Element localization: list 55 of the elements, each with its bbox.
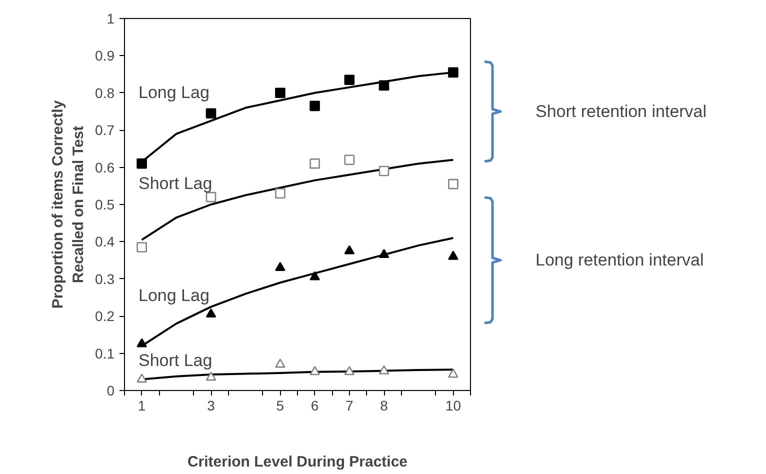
- point: [448, 178, 458, 190]
- x-tick-label: 8: [380, 398, 388, 414]
- point: [344, 245, 355, 254]
- y-tick-label: 0.4: [95, 234, 115, 250]
- point: [448, 250, 458, 260]
- y-axis-title: Proportion of items Correctly Recalled on Final Test: [50, 100, 88, 309]
- y-tick-label: 0.1: [95, 345, 115, 362]
- point: [310, 100, 320, 112]
- y-tick-label: 0: [106, 382, 115, 398]
- y-tick-label: 0.8: [95, 84, 115, 101]
- y-tick-label: 0.3: [95, 270, 115, 287]
- x-tick-label: 10: [445, 398, 462, 414]
- point: [310, 366, 320, 376]
- point: [344, 154, 355, 166]
- x-tick-label: 1: [138, 398, 146, 414]
- y-tick-label: 0.7: [95, 122, 115, 138]
- point: [136, 373, 147, 383]
- line-series: [140, 158, 454, 241]
- point: [206, 108, 216, 119]
- point: [206, 372, 216, 381]
- point: [378, 248, 390, 258]
- point: [275, 88, 286, 98]
- point: [344, 366, 355, 376]
- point: [206, 192, 216, 202]
- y-tick-label: 1: [106, 10, 115, 26]
- point: [448, 368, 458, 378]
- annotation: Long Lag: [138, 83, 210, 102]
- x-axis-title: Criterion Level During Practice: [187, 454, 408, 470]
- x-tick-label: 3: [207, 398, 216, 414]
- annotation: Short Lag: [138, 174, 212, 193]
- x-tick-label: 5: [276, 398, 284, 414]
- point: [310, 158, 320, 169]
- annotation: Long Lag: [138, 286, 210, 305]
- point: [378, 166, 390, 176]
- point: [275, 358, 286, 368]
- x-tick-label: 7: [346, 398, 354, 414]
- y-tick-label: 0.6: [95, 159, 115, 176]
- text: Long retention interval: [536, 250, 704, 270]
- point: [378, 365, 390, 374]
- point: [275, 188, 286, 198]
- x-tick-label: 6: [310, 398, 319, 414]
- y-tick-label: 0.5: [95, 196, 115, 212]
- point: [378, 80, 390, 91]
- point: [275, 262, 286, 271]
- point: [136, 242, 147, 252]
- point: [206, 308, 216, 318]
- point: [310, 271, 320, 280]
- y-tick-label: 0.2: [95, 308, 115, 324]
- annotation: Short Lag: [138, 351, 212, 370]
- point: [136, 158, 147, 169]
- point: [344, 74, 355, 86]
- text: Short retention interval: [536, 102, 707, 121]
- y-tick-label: 0.9: [95, 48, 115, 64]
- point: [136, 338, 147, 348]
- point: [448, 67, 458, 78]
